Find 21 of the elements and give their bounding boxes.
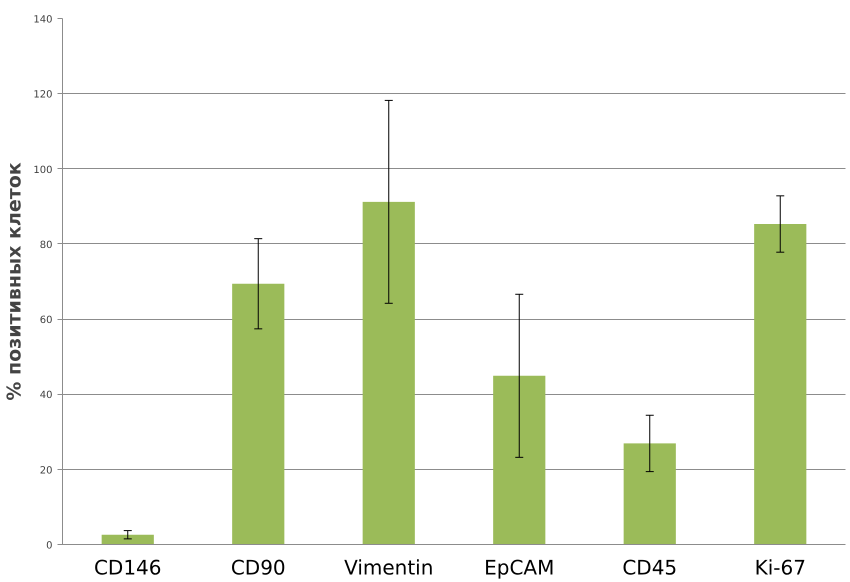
bar: [754, 224, 806, 544]
x-tick-label: Vimentin: [344, 556, 434, 580]
bar: [232, 284, 284, 544]
x-tick-label: CD146: [94, 556, 162, 580]
bar: [102, 534, 154, 544]
y-tick-label: 120: [33, 90, 53, 101]
y-tick-label: 80: [40, 240, 53, 251]
bar: [493, 376, 546, 544]
y-tick-label: 100: [33, 164, 53, 176]
x-tick-label: Ki-67: [754, 556, 806, 580]
bar: [362, 202, 415, 544]
y-tick-label: 60: [40, 315, 53, 326]
x-tick-label: EpCAM: [484, 556, 554, 580]
bar: [624, 443, 676, 544]
y-tick-label: 20: [40, 465, 53, 476]
y-tick-label: 40: [40, 390, 53, 402]
x-tick-label: CD45: [622, 556, 678, 580]
x-tick-label: CD90: [230, 556, 286, 580]
y-tick-label: 0: [46, 540, 53, 552]
y-axis-title: % позитивных клеток: [3, 162, 26, 401]
y-tick-label: 140: [33, 14, 53, 26]
